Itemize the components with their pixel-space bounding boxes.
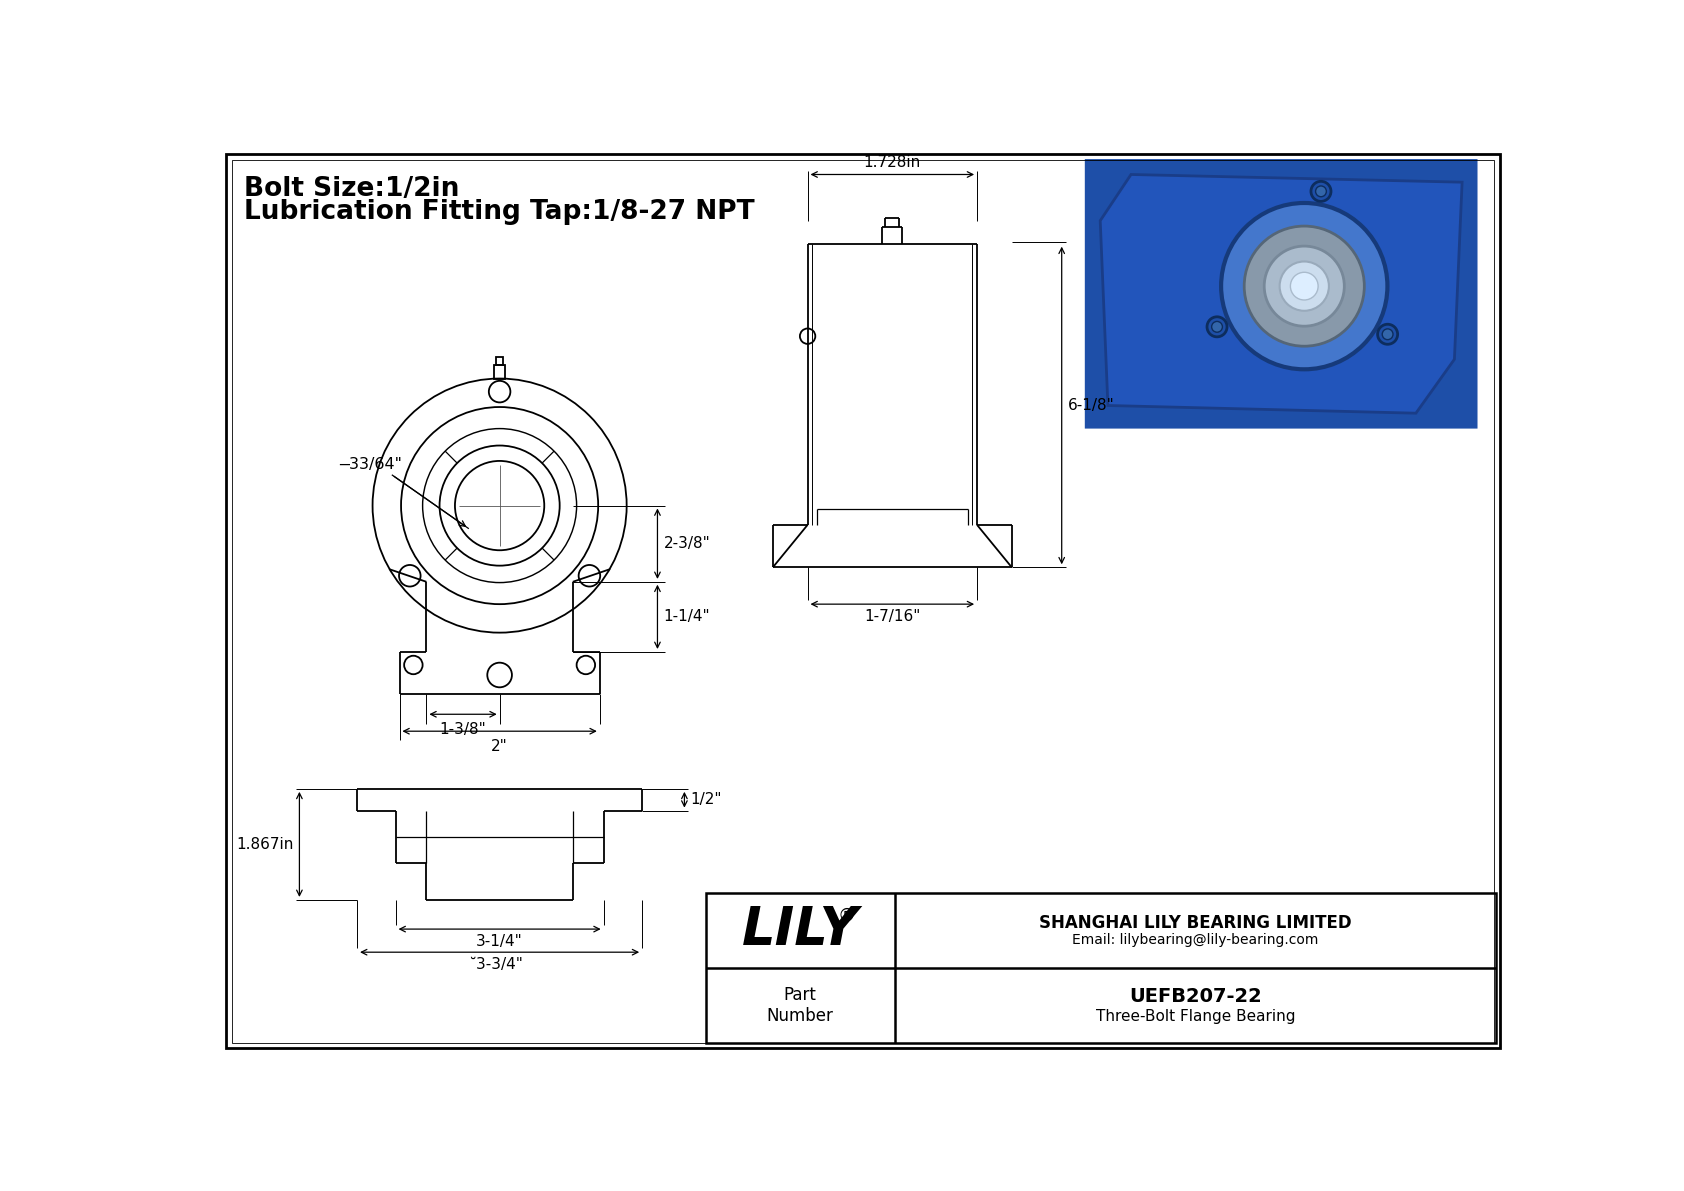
Text: 1.867in: 1.867in <box>236 837 293 852</box>
Circle shape <box>1378 324 1398 344</box>
Text: ̶33/64": ̶33/64" <box>350 456 402 472</box>
Text: 1/2": 1/2" <box>690 792 722 807</box>
Text: Lubrication Fitting Tap:1/8-27 NPT: Lubrication Fitting Tap:1/8-27 NPT <box>244 199 754 225</box>
Text: Bolt Size:1/2in: Bolt Size:1/2in <box>244 176 460 202</box>
Text: UEFB207-22: UEFB207-22 <box>1128 987 1261 1005</box>
Bar <box>495 357 504 364</box>
Text: 1.728in: 1.728in <box>864 155 921 170</box>
Text: 6-1/8": 6-1/8" <box>1068 398 1115 413</box>
Text: Email: lilybearing@lily-bearing.com: Email: lilybearing@lily-bearing.com <box>1073 933 1319 947</box>
Text: Three-Bolt Flange Bearing: Three-Bolt Flange Bearing <box>1096 1009 1295 1024</box>
Circle shape <box>1290 273 1319 300</box>
Text: 1-1/4": 1-1/4" <box>663 610 711 624</box>
Text: ®: ® <box>837 906 855 924</box>
Text: 2": 2" <box>492 738 509 754</box>
Text: 3-1/4": 3-1/4" <box>477 934 524 949</box>
Circle shape <box>1280 262 1329 311</box>
FancyBboxPatch shape <box>1084 160 1477 429</box>
Circle shape <box>1221 202 1388 369</box>
Circle shape <box>1265 247 1344 326</box>
Text: 2-3/8": 2-3/8" <box>663 536 711 551</box>
Polygon shape <box>1100 175 1462 413</box>
Bar <box>493 364 505 379</box>
Text: LILY: LILY <box>741 904 859 956</box>
Circle shape <box>1310 181 1330 201</box>
Text: Part
Number: Part Number <box>766 986 834 1025</box>
Circle shape <box>1207 317 1228 337</box>
Text: SHANGHAI LILY BEARING LIMITED: SHANGHAI LILY BEARING LIMITED <box>1039 913 1352 931</box>
Circle shape <box>1211 322 1223 332</box>
Text: 1-7/16": 1-7/16" <box>864 609 921 624</box>
Text: 1-3/8": 1-3/8" <box>440 722 487 737</box>
Circle shape <box>1383 329 1393 339</box>
Text: ̆3-3/4": ̆3-3/4" <box>477 956 524 972</box>
Circle shape <box>1315 186 1327 197</box>
Circle shape <box>1244 226 1364 347</box>
